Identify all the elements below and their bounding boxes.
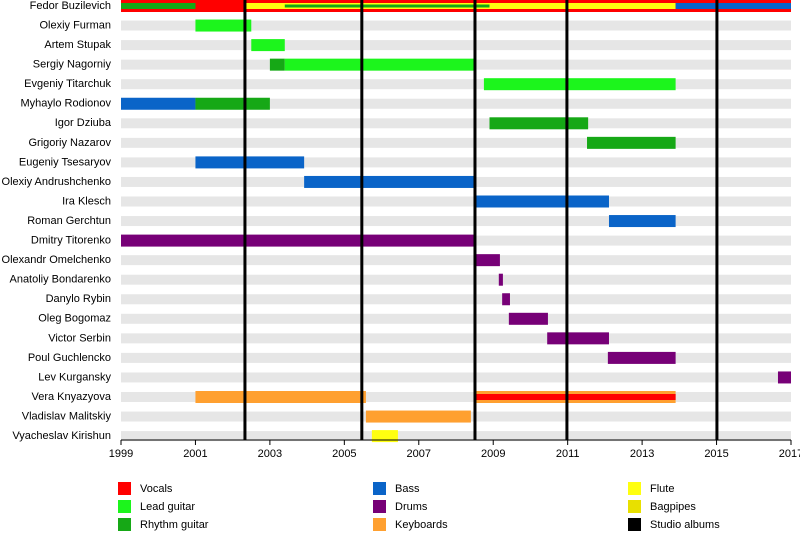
legend-label: Bass	[395, 483, 420, 495]
membership-bar	[284, 58, 475, 71]
membership-bar	[483, 78, 676, 91]
legend-swatch	[628, 500, 641, 513]
member-label: Oleg Bogomaz	[38, 313, 111, 325]
member-label: Sergiy Nagorniy	[33, 59, 112, 71]
x-tick-label: 2001	[183, 448, 207, 460]
row-band	[121, 372, 791, 383]
legend-label: Rhythm guitar	[140, 519, 209, 531]
membership-bar	[269, 58, 285, 71]
member-label: Eugeniy Tsesaryov	[19, 156, 112, 168]
member-label: Vyacheslav Kirishun	[12, 430, 111, 442]
x-tick-label: 2011	[556, 448, 580, 460]
row-band	[121, 216, 791, 227]
row-band	[121, 392, 791, 402]
membership-bar	[365, 410, 471, 423]
legend-label: Studio albums	[650, 519, 720, 531]
member-label: Vera Knyazyova	[32, 391, 112, 403]
legend-label: Lead guitar	[140, 501, 195, 513]
legend-label: Flute	[650, 483, 674, 495]
membership-bar	[195, 156, 305, 169]
row-band	[121, 255, 791, 266]
membership-bar	[304, 175, 475, 188]
x-tick-label: 2005	[332, 448, 356, 460]
row-band	[121, 274, 791, 285]
membership-bar	[608, 215, 676, 228]
membership-bar	[195, 97, 270, 110]
x-tick-label: 2013	[630, 448, 654, 460]
membership-bar	[371, 430, 398, 443]
membership-bar	[474, 254, 500, 267]
membership-bar	[547, 332, 609, 345]
membership-bar	[675, 3, 791, 9]
member-label: Lev Kurgansky	[38, 371, 111, 383]
member-label: Vladislav Malitskiy	[22, 410, 112, 422]
membership-bar	[121, 3, 196, 9]
member-label: Roman Gerchtun	[27, 215, 111, 227]
member-label: Fedor Buzilevich	[30, 0, 111, 12]
row-band	[121, 352, 791, 363]
membership-bar	[498, 273, 503, 286]
member-label: Grigoriy Nazarov	[28, 137, 111, 149]
row-band	[121, 294, 791, 305]
legend-label: Vocals	[140, 483, 173, 495]
x-tick-label: 2015	[704, 448, 728, 460]
row-band	[121, 313, 791, 324]
membership-bar	[121, 234, 475, 247]
row-band	[121, 431, 791, 442]
row-band	[121, 157, 791, 168]
row-band	[121, 137, 791, 148]
x-tick-label: 2003	[258, 448, 282, 460]
member-label: Myhaylo Rodionov	[21, 98, 112, 110]
member-label: Dmitry Titorenko	[31, 235, 111, 247]
x-tick-label: 2009	[481, 448, 505, 460]
legend-swatch	[373, 518, 386, 531]
member-label: Igor Dziuba	[55, 117, 112, 129]
membership-bar	[284, 4, 490, 8]
membership-bar	[502, 293, 510, 306]
legend-label: Drums	[395, 501, 428, 513]
membership-bar	[195, 391, 366, 403]
membership-bar	[474, 195, 609, 208]
x-tick-label: 1999	[109, 448, 133, 460]
legend-label: Keyboards	[395, 519, 448, 531]
row-band	[121, 79, 791, 90]
member-label: Olexandr Omelchenko	[2, 254, 111, 266]
legend-swatch	[118, 518, 131, 531]
member-label: Evgeniy Titarchuk	[24, 78, 111, 90]
membership-bar	[121, 97, 196, 110]
membership-bar	[777, 371, 791, 384]
legend-swatch	[373, 500, 386, 513]
member-label: Anatoliy Bondarenko	[9, 274, 111, 286]
legend-swatch	[373, 482, 386, 495]
row-band	[121, 118, 791, 129]
member-label: Poul Guchlencko	[28, 352, 111, 364]
membership-bar	[587, 136, 676, 149]
x-tick-label: 2017	[779, 448, 800, 460]
membership-bar	[195, 19, 252, 32]
legend-swatch	[628, 482, 641, 495]
row-band	[121, 333, 791, 344]
membership-bar	[607, 351, 676, 364]
membership-bar	[489, 117, 589, 130]
row-band	[121, 20, 791, 31]
row-band	[121, 40, 791, 51]
member-label: Artem Stupak	[44, 39, 111, 51]
member-label: Olexiy Furman	[39, 19, 111, 31]
legend-swatch	[118, 482, 131, 495]
member-label: Ira Klesch	[62, 195, 111, 207]
member-label: Danylo Rybin	[46, 293, 111, 305]
legend-swatch	[628, 518, 641, 531]
member-label: Olexiy Andrushchenko	[2, 176, 111, 188]
legend-swatch	[118, 500, 131, 513]
row-band	[121, 196, 791, 207]
row-band	[121, 98, 791, 109]
member-label: Victor Serbin	[48, 332, 111, 344]
membership-bar	[474, 394, 676, 400]
x-tick-label: 2007	[407, 448, 431, 460]
legend-label: Bagpipes	[650, 501, 696, 513]
membership-bar	[508, 312, 548, 325]
membership-bar	[251, 39, 285, 52]
